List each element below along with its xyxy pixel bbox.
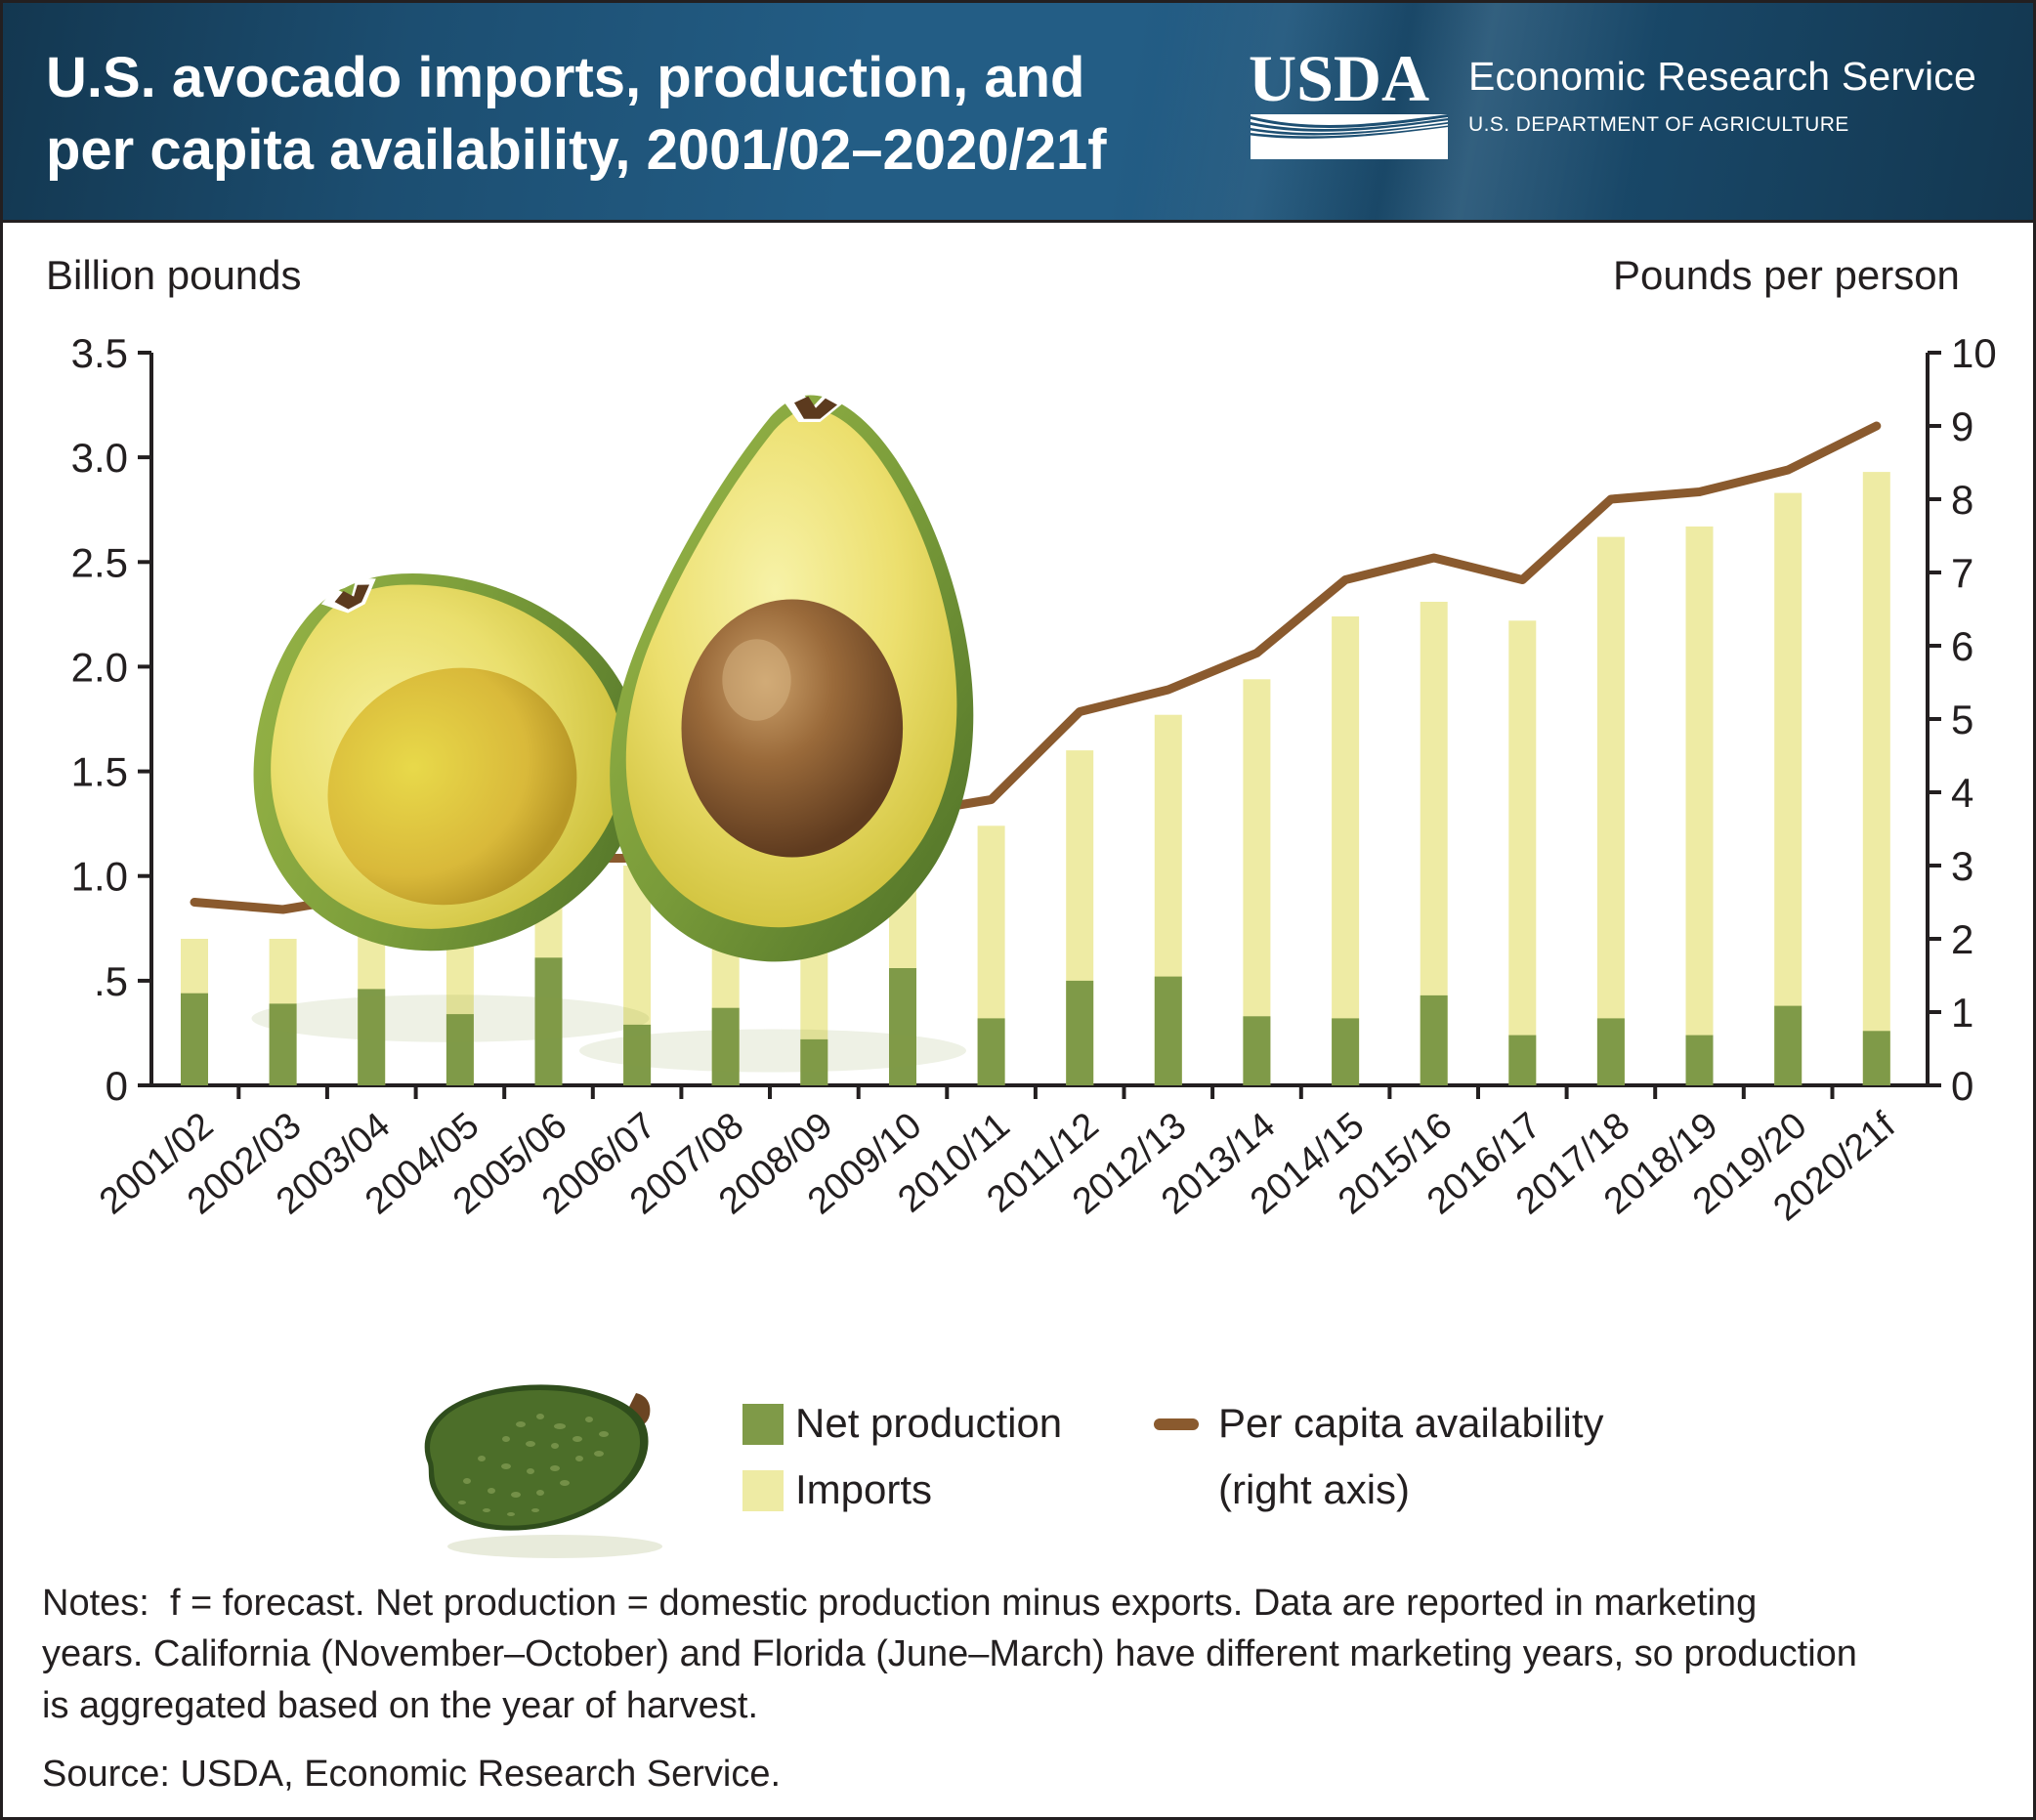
- svg-text:Net production: Net production: [795, 1400, 1062, 1446]
- svg-text:5: 5: [1951, 697, 1973, 742]
- svg-text:8: 8: [1951, 477, 1973, 523]
- svg-text:3.0: 3.0: [71, 435, 128, 481]
- svg-text:3.5: 3.5: [71, 330, 128, 376]
- svg-text:1: 1: [1951, 990, 1973, 1036]
- svg-text:2: 2: [1951, 916, 1973, 962]
- svg-text:1.5: 1.5: [71, 749, 128, 795]
- svg-text:2.0: 2.0: [71, 644, 128, 690]
- svg-text:0: 0: [106, 1063, 128, 1109]
- svg-text:2.5: 2.5: [71, 539, 128, 585]
- svg-text:Per capita availability: Per capita availability: [1218, 1400, 1604, 1446]
- svg-text:6: 6: [1951, 623, 1973, 669]
- svg-text:4: 4: [1951, 770, 1973, 816]
- svg-text:10: 10: [1951, 330, 1997, 376]
- svg-text:7: 7: [1951, 550, 1973, 596]
- svg-text:.5: .5: [94, 958, 128, 1004]
- svg-text:3: 3: [1951, 843, 1973, 889]
- svg-text:9: 9: [1951, 403, 1973, 449]
- svg-text:1.0: 1.0: [71, 854, 128, 900]
- svg-text:(right axis): (right axis): [1218, 1466, 1410, 1512]
- svg-text:0: 0: [1951, 1063, 1973, 1109]
- svg-text:Imports: Imports: [795, 1466, 932, 1512]
